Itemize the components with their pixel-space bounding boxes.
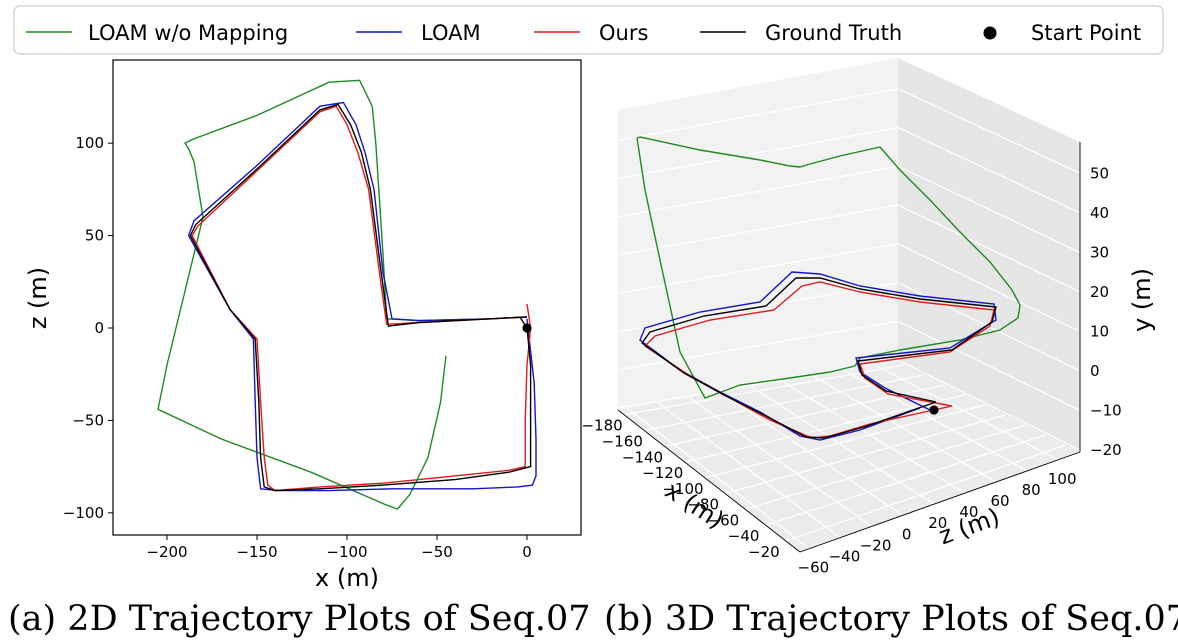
x-tick-label-3d: −100 xyxy=(662,480,703,498)
y-tick-label-2d: −100 xyxy=(63,504,104,522)
z-tick-label-3d: −20 xyxy=(860,536,892,554)
z-tick-label-3d: 20 xyxy=(928,514,947,532)
grid-3d xyxy=(617,88,1081,550)
x-tick-label-2d: −200 xyxy=(146,543,187,561)
ticks-3d: −180−160−140−120−100−80−60−40−20−60−40−2… xyxy=(581,142,1122,577)
grid-line-3d xyxy=(684,394,965,463)
y-tick-label-3d: 40 xyxy=(1090,204,1109,222)
grid-line-3d xyxy=(617,126,899,180)
series-line-2d-ground-truth xyxy=(189,103,532,492)
grid-line-3d xyxy=(785,444,1067,542)
z-tick-label-3d: 80 xyxy=(1022,481,1041,499)
y-tick-label-3d: −20 xyxy=(1090,441,1122,459)
z-tick-label-3d: 60 xyxy=(990,492,1009,510)
legend-label-loam-wo-mapping: LOAM w/o Mapping xyxy=(88,21,288,45)
x-tick-label-2d: −150 xyxy=(236,543,277,561)
grid-line-3d xyxy=(897,320,1081,412)
z-tick-label-3d: 100 xyxy=(1048,470,1077,488)
y-tick-label-3d: −10 xyxy=(1090,401,1122,419)
grid-line-3d xyxy=(745,424,1026,510)
grid-line-3d xyxy=(897,88,1081,174)
legend-marker-start-point xyxy=(983,26,997,40)
y-axis-label-3d: y (m) xyxy=(1128,268,1156,332)
y-tick-label-2d: 100 xyxy=(75,134,104,152)
chart-3d-trajectory: −180−160−140−120−100−80−60−40−20−60−40−2… xyxy=(581,58,1156,577)
grid-line-3d xyxy=(623,364,905,416)
legend-frame xyxy=(13,5,1164,55)
grid-line-3d xyxy=(617,204,899,256)
x-tick-label-3d: −160 xyxy=(602,433,643,451)
z-tick-label-3d: −40 xyxy=(829,548,861,566)
y-tick-label-3d: 10 xyxy=(1090,322,1109,340)
legend-label-loam: LOAM xyxy=(421,21,481,45)
grid-line-3d xyxy=(617,320,899,371)
legend-label-ground-truth: Ground Truth xyxy=(765,21,902,45)
grid-line-3d xyxy=(617,359,899,409)
grid-line-3d xyxy=(626,407,810,550)
x-tick-label-2d: −50 xyxy=(421,543,453,561)
grid-line-3d xyxy=(765,434,1046,526)
grid-line-3d xyxy=(658,402,841,539)
x-tick-label-2d: 0 xyxy=(522,543,532,561)
grid-line-3d xyxy=(844,370,1028,472)
y-tick-label-3d: 30 xyxy=(1090,243,1109,261)
x-tick-label-3d: −180 xyxy=(581,417,622,435)
grid-line-3d xyxy=(875,365,1059,461)
caption-2d: (a) 2D Trajectory Plots of Seq.07 xyxy=(8,599,591,639)
grid-line-3d xyxy=(897,126,1081,214)
pane-back xyxy=(618,58,898,410)
x-tick-label-3d: −120 xyxy=(642,464,683,482)
series-group-3d xyxy=(636,136,1021,441)
pane-floor xyxy=(618,362,1080,552)
grid-line-3d xyxy=(897,243,1081,332)
x-tick-label-3d: −20 xyxy=(748,543,780,561)
series-line-2d-loam-w-o-mapping xyxy=(157,79,524,510)
grid-line-3d xyxy=(689,397,872,527)
axis-edge-3d xyxy=(799,451,1081,553)
grid-line-3d xyxy=(751,386,935,505)
y-tick-label-3d: 50 xyxy=(1090,164,1109,182)
y-tick-label-2d: 50 xyxy=(85,227,104,245)
legend-label-ours: Ours xyxy=(599,21,648,45)
y-tick-label-2d: 0 xyxy=(94,319,104,337)
x-axis-label-2d: x (m) xyxy=(315,564,379,592)
grid-line-3d xyxy=(720,391,904,516)
z-tick-label-3d: 0 xyxy=(902,525,912,543)
axis-edge-3d xyxy=(617,409,801,553)
grid-line-3d xyxy=(897,165,1081,253)
grid-line-3d xyxy=(782,381,966,494)
legend: LOAM w/o Mapping LOAM Ours Ground Truth … xyxy=(13,5,1164,55)
x-tick-label-3d: −60 xyxy=(708,511,740,529)
grid-line-3d xyxy=(617,165,899,218)
z-tick-label-3d: 40 xyxy=(959,503,978,521)
x-tick-label-3d: −40 xyxy=(728,527,760,545)
x-tick-label-3d: −140 xyxy=(622,448,663,466)
grid-line-3d xyxy=(617,88,899,141)
grid-line-3d xyxy=(897,204,1081,293)
start-point-marker-2d xyxy=(522,323,532,333)
chart-2d-trajectory: −200 −150 −100 −50 0 −100 −50 0 50 100 x (m) z (m… xyxy=(24,59,582,592)
grid-line-3d xyxy=(704,404,986,479)
grid-line-3d xyxy=(617,243,899,294)
grid-line-3d xyxy=(897,359,1081,451)
grid-line-3d xyxy=(644,374,925,432)
z-tick-label-3d: −60 xyxy=(798,559,830,577)
y-axis-label-2d: z (m) xyxy=(24,267,52,329)
grid-line-3d xyxy=(813,375,997,483)
series-line-3d-loam-wo-mapping xyxy=(636,136,1021,399)
grid-line-3d xyxy=(725,414,1006,495)
y-tick-label-3d: 0 xyxy=(1090,362,1100,380)
caption-3d: (b) 3D Trajectory Plots of Seq.07 xyxy=(604,599,1178,639)
y-tick-label-2d: −50 xyxy=(72,411,104,429)
x-tick-label-2d: −100 xyxy=(326,543,367,561)
start-point-marker-3d xyxy=(929,405,939,415)
series-group-2d xyxy=(157,79,537,510)
series-line-3d-ground-truth xyxy=(641,277,997,439)
x-tick-label-3d: −80 xyxy=(687,496,719,514)
y-tick-label-3d: 20 xyxy=(1090,283,1109,301)
ticks-2d: −200 −150 −100 −50 0 −100 −50 0 50 100 xyxy=(63,134,532,561)
legend-label-start-point: Start Point xyxy=(1031,21,1141,45)
